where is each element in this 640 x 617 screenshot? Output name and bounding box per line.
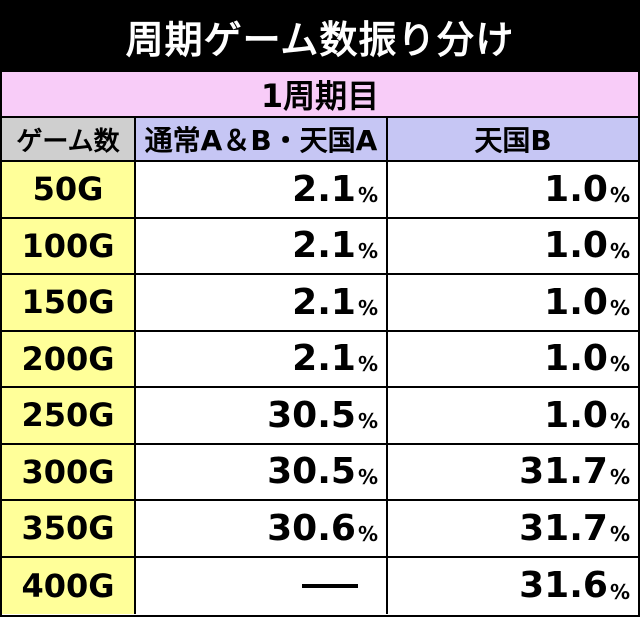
col-b-value-cell: 1.0% <box>388 388 638 443</box>
percent-value: 30.5 <box>267 394 356 436</box>
percent-value: 30.5 <box>267 451 356 493</box>
col-b-value-cell: 1.0% <box>388 275 638 330</box>
col-a-value-cell: 2.1% <box>136 331 388 386</box>
table-row: 250G 30.5% 1.0% <box>2 388 638 445</box>
col-b-value-cell: 1.0% <box>388 162 638 217</box>
header-row: ゲーム数 通常A＆B・天国A 天国B <box>2 118 638 162</box>
percent-sign: % <box>357 408 378 433</box>
percent-value: 2.1 <box>292 168 356 210</box>
percent-value: 2.1 <box>292 225 356 267</box>
col-b-value-cell: 31.7% <box>388 501 638 556</box>
percent-sign: % <box>609 239 630 263</box>
percent-sign: % <box>609 182 630 207</box>
percent-sign: % <box>357 521 378 546</box>
percent-value: 31.7 <box>519 451 608 493</box>
percent-sign: % <box>609 465 630 489</box>
percent-sign: % <box>357 352 378 376</box>
col-a-value-cell: 2.1% <box>136 275 388 330</box>
percent-sign: % <box>609 580 630 604</box>
table-title: 周期ゲーム数振り分け <box>2 2 638 72</box>
games-cell: 50G <box>2 162 136 217</box>
col-b-value-cell: 1.0% <box>388 331 638 386</box>
percent-value: 1.0 <box>544 338 608 380</box>
games-cell: 350G <box>2 501 136 556</box>
percent-sign: % <box>357 182 378 207</box>
col-a-value-cell <box>136 557 388 614</box>
table-row: 400G 31.6% <box>2 557 638 614</box>
percent-sign: % <box>609 408 630 433</box>
col-b-value-cell: 31.6% <box>388 557 638 614</box>
percent-sign: % <box>609 352 630 376</box>
percent-sign: % <box>609 295 630 320</box>
col-b-value-cell: 1.0% <box>388 218 638 273</box>
header-col-b: 天国B <box>388 118 638 160</box>
col-a-value-cell: 30.5% <box>136 388 388 443</box>
percent-value: 1.0 <box>544 281 608 323</box>
no-value-dash <box>302 583 358 588</box>
games-cell: 200G <box>2 331 136 386</box>
percent-sign: % <box>609 521 630 546</box>
percent-value: 2.1 <box>292 281 356 323</box>
table-row: 350G 30.6% 31.7% <box>2 501 638 558</box>
table-row: 300G 30.5% 31.7% <box>2 444 638 501</box>
cycle-label: 1周期目 <box>2 72 638 118</box>
col-a-value-cell: 2.1% <box>136 162 388 217</box>
table-body: 50G 2.1% 1.0% 100G 2.1% 1.0% 150G 2.1% 1.0% 200G 2… <box>2 162 638 614</box>
percent-value: 2.1 <box>292 338 356 380</box>
percent-value: 1.0 <box>544 225 608 267</box>
table-row: 50G 2.1% 1.0% <box>2 162 638 219</box>
table-row: 100G 2.1% 1.0% <box>2 218 638 275</box>
col-a-value-cell: 30.6% <box>136 501 388 556</box>
percent-sign: % <box>357 239 378 263</box>
header-games: ゲーム数 <box>2 118 136 160</box>
games-cell: 400G <box>2 557 136 614</box>
games-cell: 300G <box>2 444 136 499</box>
percent-value: 1.0 <box>544 168 608 210</box>
col-a-value-cell: 2.1% <box>136 218 388 273</box>
table-row: 150G 2.1% 1.0% <box>2 275 638 332</box>
games-cell: 150G <box>2 275 136 330</box>
percent-sign: % <box>357 465 378 489</box>
percent-sign: % <box>357 295 378 320</box>
col-a-value-cell: 30.5% <box>136 444 388 499</box>
percent-value: 31.6 <box>519 565 608 607</box>
col-b-value-cell: 31.7% <box>388 444 638 499</box>
percent-value: 1.0 <box>544 394 608 436</box>
games-cell: 100G <box>2 218 136 273</box>
games-cell: 250G <box>2 388 136 443</box>
table-row: 200G 2.1% 1.0% <box>2 331 638 388</box>
header-col-a: 通常A＆B・天国A <box>136 118 388 160</box>
percent-value: 31.7 <box>519 507 608 549</box>
percent-value: 30.6 <box>267 507 356 549</box>
